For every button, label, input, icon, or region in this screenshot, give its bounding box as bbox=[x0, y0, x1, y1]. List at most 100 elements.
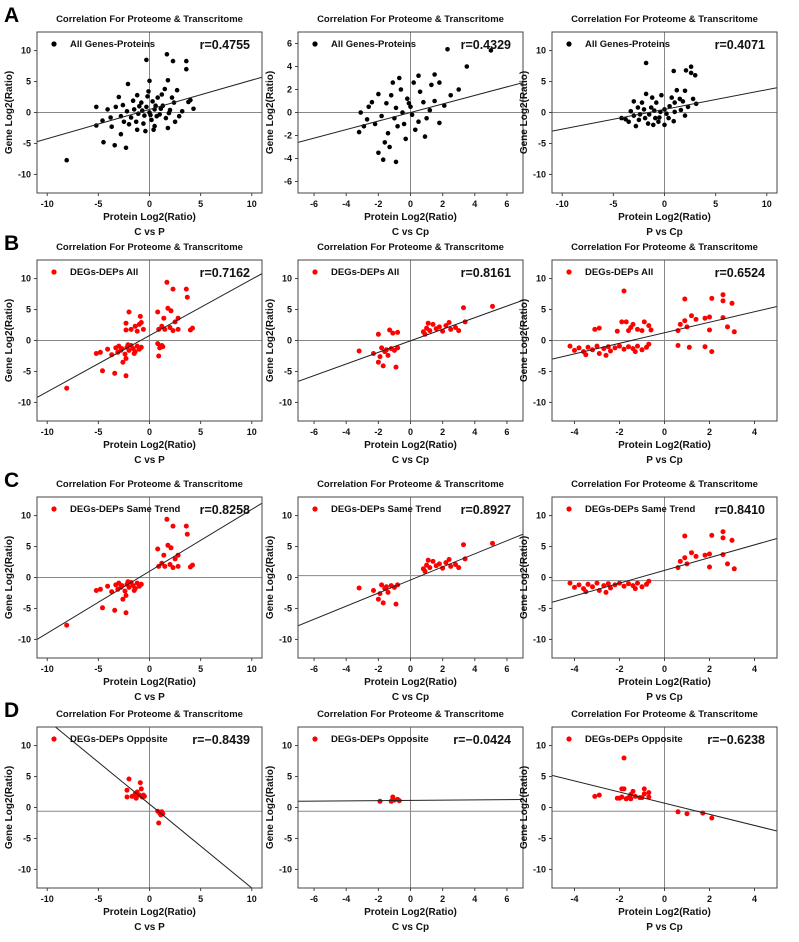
data-point bbox=[605, 581, 611, 587]
data-point bbox=[141, 793, 147, 799]
data-point bbox=[109, 124, 114, 129]
data-point bbox=[64, 622, 70, 628]
x-tick-label: 4 bbox=[752, 664, 757, 674]
data-point bbox=[446, 320, 452, 325]
panel-title: Correlation For Proteome & Transcritome bbox=[317, 242, 504, 253]
data-point bbox=[366, 104, 371, 110]
scatter-panel-b-2: Correlation For Proteome & Transcritome -… bbox=[265, 242, 524, 466]
x-tick-label: -4 bbox=[342, 199, 350, 209]
regression-line bbox=[37, 273, 262, 398]
data-point bbox=[656, 119, 661, 125]
data-point bbox=[621, 583, 627, 589]
data-point bbox=[172, 119, 178, 125]
correlation-value: r=0.8410 bbox=[715, 503, 765, 517]
y-tick-label: -5 bbox=[284, 603, 292, 613]
data-point bbox=[646, 790, 652, 796]
x-axis-label: Protein Log2(Ratio) bbox=[103, 440, 196, 451]
data-point bbox=[132, 323, 138, 329]
y-tick-label: -6 bbox=[284, 177, 292, 187]
data-point bbox=[400, 110, 405, 115]
x-tick-label: 4 bbox=[752, 894, 757, 904]
data-point bbox=[100, 368, 105, 374]
data-point bbox=[408, 104, 413, 110]
y-tick-label: 5 bbox=[26, 542, 31, 552]
data-point bbox=[690, 96, 696, 102]
data-point bbox=[682, 533, 688, 539]
y-tick-label: 0 bbox=[26, 573, 31, 583]
data-point bbox=[576, 582, 582, 588]
data-point bbox=[137, 313, 143, 319]
scatter-panel-d-3: Correlation For Proteome & Transcritome -… bbox=[519, 709, 778, 933]
data-point bbox=[688, 64, 694, 69]
data-point bbox=[572, 347, 577, 353]
data-point bbox=[641, 786, 647, 792]
legend-label: DEGs-DEPs Same Trend bbox=[70, 504, 181, 515]
legend-marker bbox=[51, 506, 57, 512]
panel-caption: C vs Cp bbox=[392, 227, 429, 238]
y-tick-label: -5 bbox=[538, 366, 546, 376]
data-point bbox=[385, 130, 391, 136]
data-point bbox=[603, 589, 609, 595]
data-point bbox=[101, 139, 106, 145]
data-point bbox=[144, 57, 149, 63]
panel-title: Correlation For Proteome & Transcritome bbox=[571, 14, 758, 25]
data-point bbox=[448, 93, 453, 98]
data-point bbox=[131, 351, 137, 356]
data-point bbox=[152, 123, 157, 129]
data-point bbox=[390, 330, 396, 336]
data-point bbox=[159, 92, 165, 97]
data-point bbox=[369, 99, 375, 105]
x-tick-label: 0 bbox=[147, 664, 152, 674]
scatter-panel-c-2: Correlation For Proteome & Transcritome -… bbox=[265, 479, 524, 703]
data-point bbox=[393, 159, 399, 165]
data-point bbox=[594, 343, 600, 349]
data-point bbox=[100, 605, 105, 611]
x-tick-label: -4 bbox=[342, 894, 350, 904]
data-point bbox=[165, 78, 171, 83]
x-tick-label: 10 bbox=[247, 894, 257, 904]
data-point bbox=[612, 345, 618, 351]
x-axis-label: Protein Log2(Ratio) bbox=[103, 677, 196, 688]
regression-line bbox=[298, 82, 523, 143]
data-point bbox=[646, 323, 652, 329]
data-point bbox=[425, 320, 431, 326]
x-axis-label: Protein Log2(Ratio) bbox=[364, 212, 457, 223]
data-point bbox=[411, 80, 416, 85]
data-point bbox=[149, 117, 154, 123]
data-point bbox=[154, 113, 159, 119]
y-tick-label: -10 bbox=[18, 397, 31, 407]
y-axis-label: Gene Log2(Ratio) bbox=[4, 536, 15, 619]
data-point bbox=[666, 115, 671, 121]
data-point bbox=[671, 68, 676, 74]
data-point bbox=[375, 359, 381, 365]
data-point bbox=[653, 115, 658, 121]
legend-marker bbox=[566, 736, 572, 742]
data-point bbox=[186, 99, 191, 105]
data-point bbox=[635, 105, 641, 110]
y-tick-label: 0 bbox=[26, 803, 31, 813]
data-point bbox=[371, 588, 376, 593]
data-point bbox=[162, 563, 168, 569]
y-tick-label: -5 bbox=[538, 138, 546, 148]
data-point bbox=[380, 600, 386, 606]
data-point bbox=[702, 315, 708, 321]
correlation-value: r=0.4329 bbox=[461, 38, 511, 52]
data-point bbox=[176, 113, 182, 119]
legend-label: DEGs-DEPs Same Trend bbox=[585, 504, 696, 515]
x-tick-label: 0 bbox=[408, 199, 413, 209]
data-point bbox=[684, 811, 690, 817]
x-tick-label: -10 bbox=[41, 664, 54, 674]
panel-caption: P vs Cp bbox=[646, 227, 683, 238]
data-point bbox=[401, 121, 407, 127]
panel-title: Correlation For Proteome & Transcritome bbox=[56, 14, 243, 25]
legend-marker bbox=[566, 41, 572, 47]
correlation-value: r=0.8927 bbox=[461, 503, 511, 517]
data-point bbox=[675, 343, 681, 348]
data-point bbox=[164, 516, 170, 522]
scatter-panel-a-3: Correlation For Proteome & Transcritome -… bbox=[519, 14, 778, 238]
x-tick-label: 6 bbox=[504, 427, 509, 437]
x-tick-label: -5 bbox=[94, 664, 102, 674]
plot-area bbox=[552, 32, 777, 193]
legend-marker bbox=[566, 506, 572, 512]
data-point bbox=[376, 150, 381, 156]
